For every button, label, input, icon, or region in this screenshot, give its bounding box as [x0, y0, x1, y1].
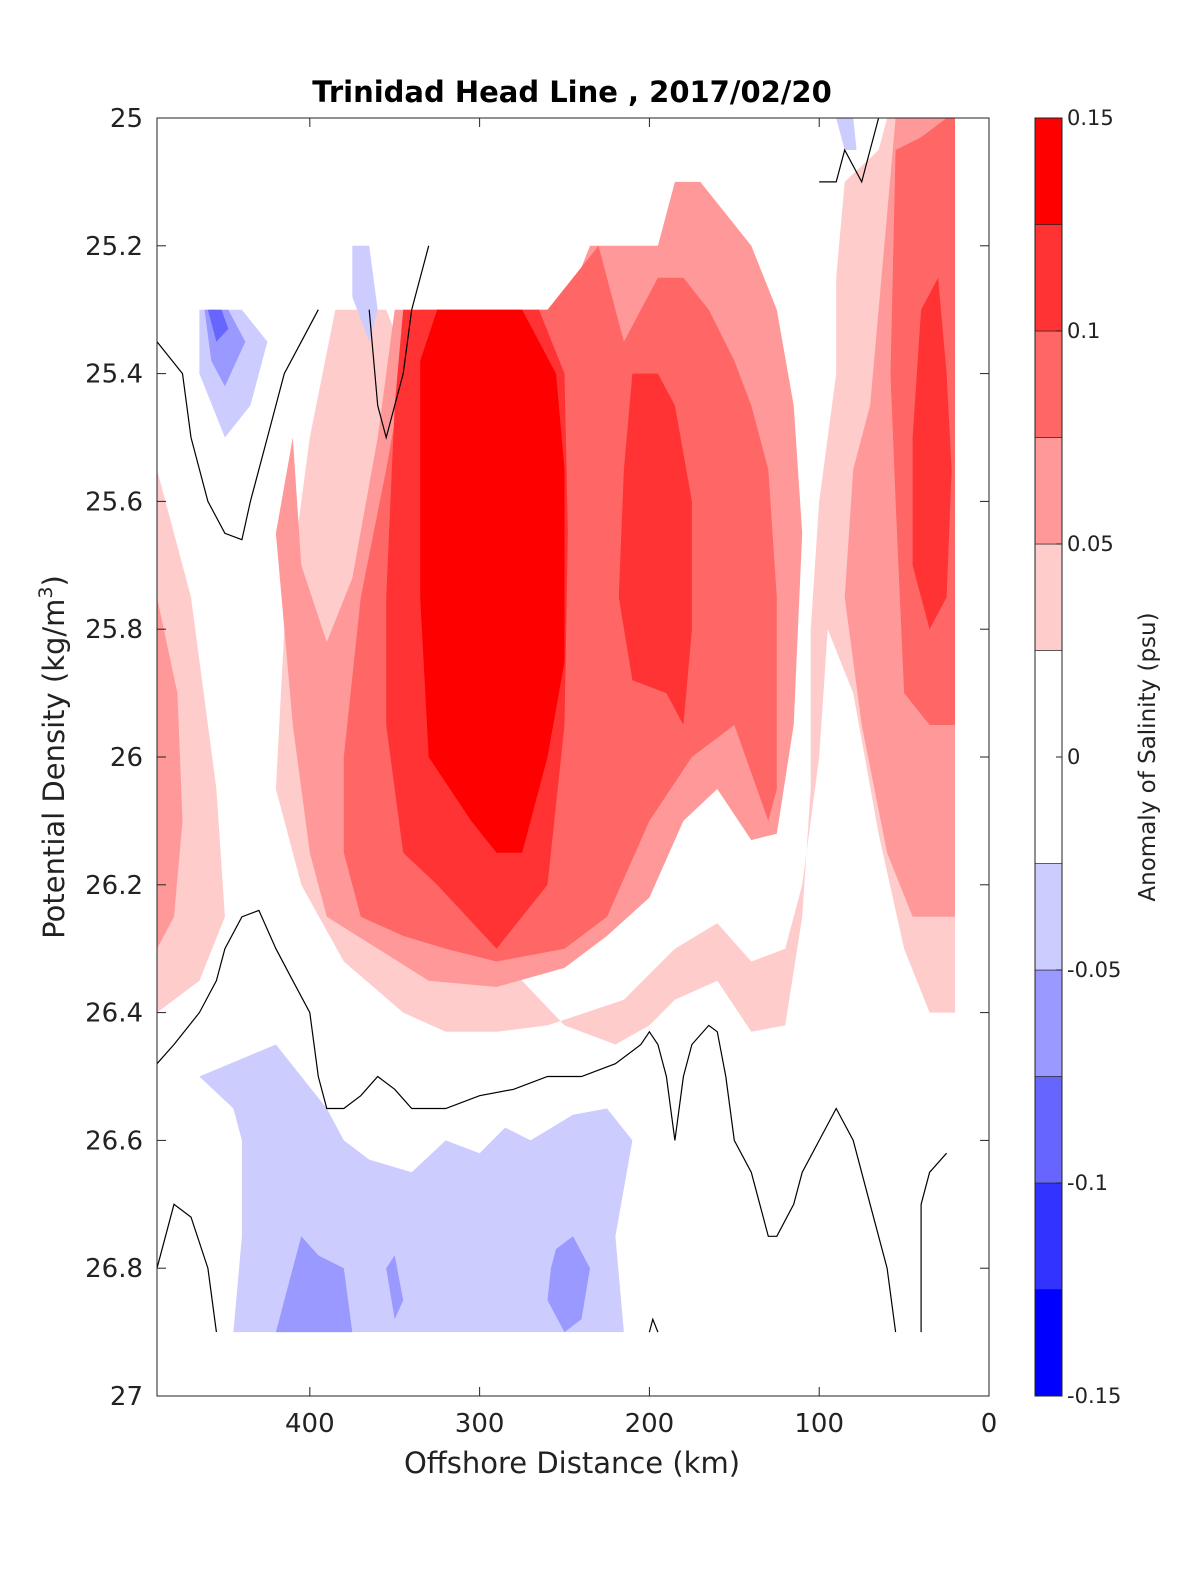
contour-region-19 — [207, 309, 229, 342]
colorbar: 0.15 0.1 0.05 0 -0.05 -0.1 -0.15 — [1034, 106, 1121, 1408]
colorbar-label: Anomaly of Salinity (psu) — [1135, 612, 1161, 901]
colorbar-swatch-9 — [1034, 224, 1063, 332]
zero-contour-lines — [156, 117, 948, 1333]
zero-contour-2 — [819, 117, 880, 184]
colorbar-swatch-6 — [1034, 543, 1063, 651]
colorbar-tick-label-3: 0 — [1067, 745, 1080, 769]
y-tick-label-4: 25.8 — [85, 615, 143, 645]
y-tick-label-9: 26.8 — [85, 1254, 143, 1284]
zero-contour-6 — [648, 1317, 659, 1333]
y-tick-label-0: 25 — [110, 104, 143, 134]
y-tick-label-1: 25.2 — [85, 232, 143, 262]
contour-region-3 — [301, 118, 955, 1000]
x-axis-label: Offshore Distance (km) — [404, 1446, 740, 1480]
zero-contour-4 — [156, 1203, 217, 1333]
colorbar-swatch-4 — [1034, 863, 1063, 971]
colorbar-swatch-1 — [1034, 1182, 1063, 1290]
x-tick-label-1: 300 — [455, 1409, 505, 1439]
y-tick-label-2: 25.4 — [85, 360, 143, 390]
y-axis-ticks: 25 25.2 25.4 25.6 25.8 26 26.2 26.4 26.6 26.8 27 — [85, 104, 989, 1412]
x-tick-label-3: 100 — [794, 1409, 844, 1439]
x-tick-label-2: 200 — [625, 1409, 675, 1439]
colorbar-tick-label-2: 0.05 — [1067, 532, 1114, 556]
chart-title: Trinidad Head Line , 2017/02/20 — [312, 75, 832, 109]
zero-contour-5 — [920, 1152, 948, 1333]
contour-region-8 — [618, 373, 692, 725]
contour-region-17 — [386, 1255, 404, 1320]
y-axis-label-close: ) — [37, 575, 71, 586]
contour-region-10 — [420, 309, 565, 853]
colorbar-tick-label-1: 0.1 — [1067, 319, 1100, 343]
colorbar-swatch-0 — [1034, 1289, 1063, 1397]
contour-region-18 — [547, 1236, 590, 1333]
colorbar-swatch-10 — [1034, 117, 1063, 225]
y-tick-label-5: 26 — [110, 743, 143, 773]
y-axis-label: Potential Density (kg/m3) — [35, 575, 71, 939]
contour-region-16 — [275, 1236, 353, 1333]
x-axis-ticks: 400 300 200 100 0 — [285, 118, 997, 1439]
y-tick-label-8: 26.6 — [85, 1126, 143, 1156]
y-axis-label-main: Potential Density (kg/m — [37, 599, 71, 939]
colorbar-swatch-7 — [1034, 437, 1063, 545]
contour-region-9 — [912, 277, 952, 630]
contour-region-13 — [836, 118, 857, 150]
y-tick-label-6: 26.2 — [85, 871, 143, 901]
colorbar-swatch-3 — [1034, 969, 1063, 1077]
contour-region-12 — [352, 245, 378, 342]
x-tick-label-0: 400 — [285, 1409, 335, 1439]
colorbar-swatch-8 — [1034, 330, 1063, 438]
plot-area: 400 300 200 100 0 25 25.2 25.4 25.6 25.8 26 26.2 26… — [85, 104, 997, 1439]
x-tick-label-4: 0 — [981, 1409, 998, 1439]
contour-region-2 — [157, 597, 183, 949]
y-tick-label-10: 27 — [110, 1382, 143, 1412]
colorbar-tick-label-4: -0.05 — [1067, 958, 1121, 982]
zero-contour-1 — [368, 245, 430, 440]
contour-fills — [157, 118, 955, 1333]
y-axis-label-superscript: 3 — [35, 586, 57, 598]
y-tick-label-3: 25.6 — [85, 487, 143, 517]
colorbar-tick-label-6: -0.15 — [1067, 1384, 1121, 1408]
colorbar-tick-label-5: -0.1 — [1067, 1171, 1108, 1195]
zero-contour-3 — [156, 909, 897, 1333]
colorbar-swatch-2 — [1034, 1076, 1063, 1184]
colorbar-tick-label-0: 0.15 — [1067, 106, 1114, 130]
zero-contour-0 — [156, 309, 319, 541]
y-tick-label-7: 26.4 — [85, 999, 143, 1029]
